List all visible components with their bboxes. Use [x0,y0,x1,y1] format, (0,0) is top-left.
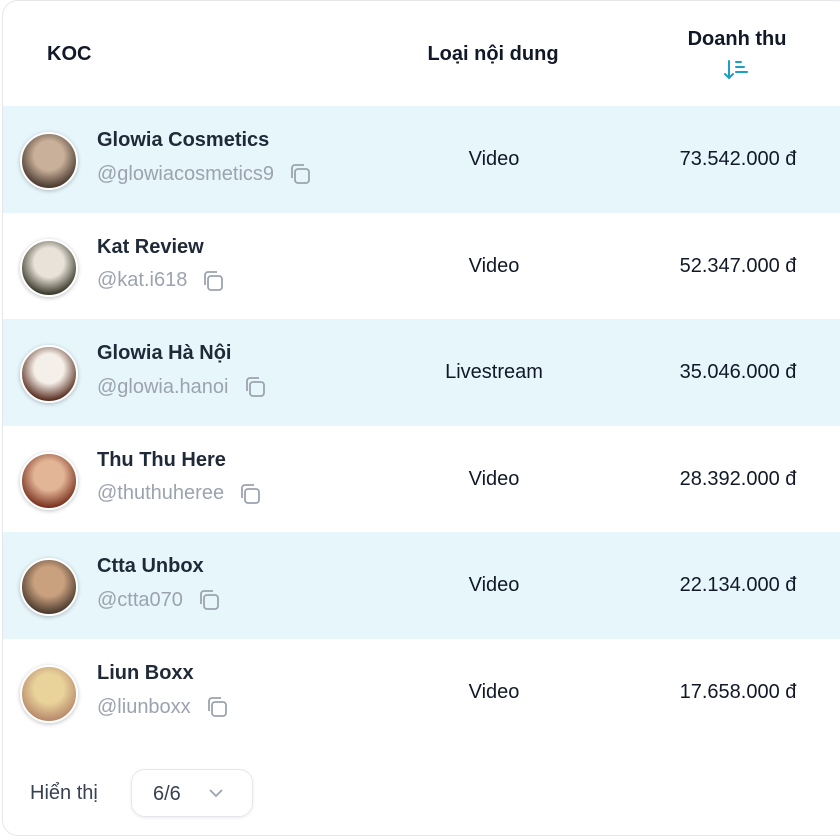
content-type: Livestream [445,361,543,384]
content-type: Video [468,467,520,490]
table-header: KOC Loại nội dung Doanh thu [3,1,840,107]
copy-icon[interactable] [288,162,312,186]
content-type: Video [468,574,520,597]
koc-name: Liun Boxx [97,662,194,684]
koc-handle: @glowiacosmetics9 [97,162,275,185]
avatar [20,451,78,510]
avatar [20,558,78,617]
koc-handle-wrap: @glowiacosmetics9 [97,162,312,186]
table-row[interactable]: Glowia Cosmetics @glowiacosmetics9 Video 73… [3,106,840,213]
koc-handle: @liunboxx [97,695,191,718]
revenue: 22.134.000 đ [679,574,797,597]
table-row[interactable]: Ctta Unbox @ctta070 Video 22.134.000 đ [3,532,840,640]
revenue: 28.392.000 đ [679,467,797,490]
sort-icon[interactable] [723,58,751,82]
avatar [20,345,78,404]
avatar [20,132,78,190]
content-type: Video [468,681,520,703]
koc-handle: @ctta070 [97,588,183,611]
koc-handle-wrap: @ctta070 [97,588,221,612]
footer-label: Hiển thị [30,782,98,804]
revenue: 73.542.000 đ [679,148,797,170]
copy-icon[interactable] [238,482,262,506]
copy-icon[interactable] [205,695,229,719]
page-size-select[interactable]: 6/6 [131,769,253,817]
select-value: 6/6 [153,783,181,805]
revenue: 35.046.000 đ [679,361,797,384]
copy-icon[interactable] [197,588,221,612]
koc-handle-wrap: @liunboxx [97,695,229,719]
table-row[interactable]: Liun Boxx @liunboxx Video 17.658.000 đ [3,639,840,746]
avatar [20,665,78,723]
copy-icon[interactable] [243,375,267,399]
koc-handle: @glowia.hanoi [97,375,229,398]
content-type: Video [468,254,520,277]
koc-handle: @thuthuheree [97,482,225,505]
koc-handle-wrap: @thuthuheree [97,482,262,506]
avatar [20,238,78,297]
koc-name: Kat Review [97,235,204,258]
table-row[interactable]: Kat Review @kat.i618 Video 52.347.000 đ [3,212,840,320]
koc-handle: @kat.i618 [97,269,188,292]
koc-name: Thu Thu Here [97,448,226,471]
column-header[interactable]: Doanh thu [687,28,787,50]
koc-name: Glowia Cosmetics [97,129,270,151]
content-type: Video [468,148,520,170]
koc-handle-wrap: @glowia.hanoi [97,375,267,399]
koc-handle-wrap: @kat.i618 [97,269,225,293]
revenue: 52.347.000 đ [679,254,797,277]
column-header: Loại nội dung [427,43,559,65]
copy-icon[interactable] [201,269,225,293]
column-header: KOC [47,43,92,65]
revenue: 17.658.000 đ [679,681,797,703]
koc-name: Ctta Unbox [97,555,204,578]
koc-name: Glowia Hà Nội [97,342,232,365]
chevron [209,789,223,798]
table-row[interactable]: Thu Thu Here @thuthuheree Video 28.392.000 … [3,425,840,533]
table-row[interactable]: Glowia Hà Nội @glowia.hanoi Livestream 35.0… [3,319,840,427]
